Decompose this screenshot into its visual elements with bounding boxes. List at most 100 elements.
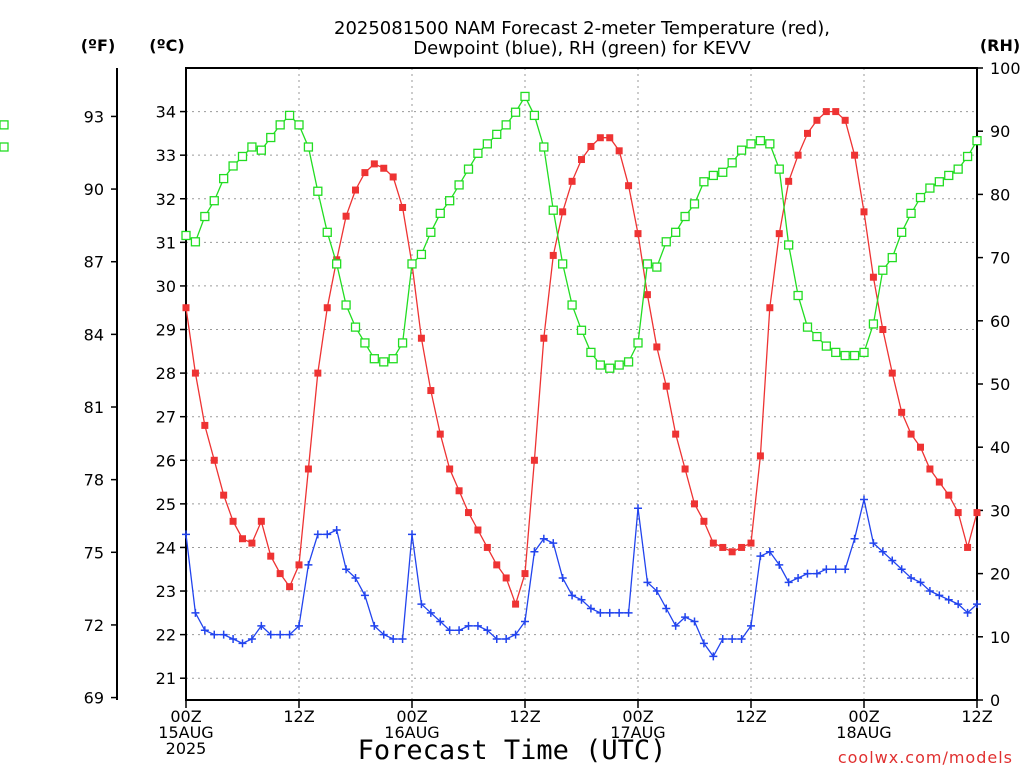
data-point: [303, 142, 314, 152]
data-point: [446, 465, 454, 473]
data-point: [436, 617, 445, 626]
data-point: [972, 136, 982, 146]
time-tick-label: 00Z: [848, 707, 879, 726]
data-point: [502, 574, 510, 582]
data-point: [606, 134, 614, 142]
data-point: [625, 182, 633, 190]
data-point: [539, 534, 548, 543]
data-point: [257, 621, 266, 630]
celsius-tick-label: 34: [156, 103, 176, 122]
data-point: [483, 626, 492, 635]
data-point: [802, 322, 813, 332]
data-point: [831, 565, 840, 574]
data-point: [860, 495, 868, 504]
data-point: [906, 208, 916, 219]
data-point: [276, 570, 284, 578]
data-point: [200, 211, 210, 222]
data-point: [436, 430, 444, 438]
data-point: [455, 487, 463, 495]
fahrenheit-unit-label: (ºF): [81, 36, 116, 55]
data-point: [935, 591, 944, 600]
celsius-tick-label: 25: [156, 495, 176, 514]
data-point: [578, 156, 585, 164]
data-point: [860, 208, 868, 216]
data-point: [719, 543, 727, 551]
data-point: [539, 142, 549, 152]
data-point: [520, 91, 530, 102]
data-point: [587, 142, 595, 150]
data-point: [623, 357, 634, 367]
time-tick-label: 00Z: [622, 707, 653, 726]
data-point: [266, 132, 276, 143]
data-point: [559, 208, 567, 216]
data-point: [577, 595, 586, 604]
data-point: [445, 196, 455, 206]
data-point: [634, 230, 642, 238]
celsius-tick-label: 27: [156, 408, 176, 427]
data-point: [473, 148, 483, 158]
data-point: [822, 565, 831, 574]
celsius-tick-label: 29: [156, 321, 176, 340]
data-point: [379, 357, 389, 367]
data-point: [728, 634, 737, 643]
data-point: [502, 634, 511, 643]
data-point: [190, 237, 201, 247]
data-point: [417, 600, 426, 609]
data-point: [351, 573, 360, 582]
data-point: [492, 129, 502, 140]
series-2-meter-temperature: [182, 108, 981, 608]
data-point: [568, 177, 576, 185]
celsius-tick-label: 21: [156, 669, 176, 688]
data-point: [793, 290, 803, 301]
fahrenheit-tick-label: 75: [84, 543, 104, 562]
data-point: [530, 456, 538, 464]
data-point: [398, 634, 407, 643]
data-point: [342, 565, 351, 574]
data-point: [465, 509, 472, 517]
data-point: [191, 608, 200, 617]
fahrenheit-tick-label: 72: [84, 616, 104, 635]
data-point: [247, 634, 256, 643]
series-rh: [0, 91, 982, 373]
rh-tick-label: 90: [990, 122, 1010, 141]
data-point: [681, 465, 689, 473]
data-point: [841, 565, 850, 574]
data-point: [0, 142, 9, 152]
data-point: [925, 183, 935, 193]
data-point: [210, 456, 218, 464]
data-point: [380, 164, 388, 172]
time-tick-label: 12Z: [735, 707, 766, 726]
data-point: [869, 539, 878, 548]
data-point: [285, 630, 294, 639]
data-point: [615, 608, 624, 617]
data-point: [652, 587, 661, 596]
data-point: [944, 170, 954, 181]
fahrenheit-tick-label: 81: [84, 398, 104, 417]
data-point: [596, 134, 604, 142]
data-point: [812, 569, 821, 578]
data-point: [738, 543, 746, 551]
data-point: [474, 526, 482, 534]
data-point: [784, 578, 793, 587]
data-point: [775, 560, 784, 569]
data-point: [464, 621, 473, 630]
data-point: [653, 343, 661, 351]
data-point: [341, 300, 351, 310]
data-point: [182, 530, 190, 539]
data-point: [463, 164, 474, 174]
data-point: [784, 240, 794, 250]
data-point: [821, 341, 831, 351]
fahrenheit-tick-label: 84: [84, 325, 104, 344]
data-point: [209, 196, 219, 206]
data-point: [708, 170, 718, 181]
time-tick-label: 00Z: [396, 707, 427, 726]
data-point: [510, 107, 521, 117]
data-point: [718, 634, 727, 643]
data-point: [370, 160, 378, 168]
data-point: [672, 430, 680, 438]
data-point: [239, 535, 246, 543]
data-point: [746, 139, 756, 149]
data-point: [417, 334, 425, 342]
series-line: [185, 499, 978, 658]
data-point: [286, 583, 294, 591]
